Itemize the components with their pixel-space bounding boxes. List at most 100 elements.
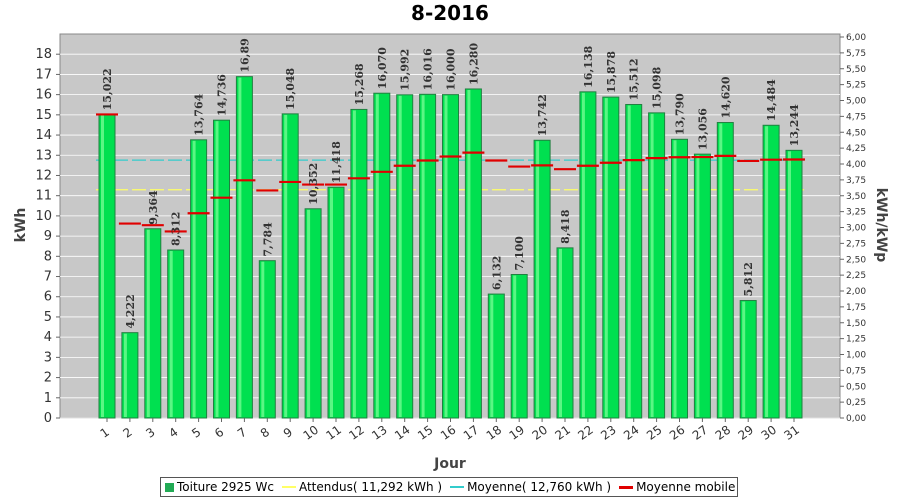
y-tick-label: 11	[35, 189, 52, 204]
bar-highlight	[536, 141, 540, 417]
bar-highlight	[215, 121, 219, 418]
bar	[716, 122, 734, 419]
bar-highlight	[650, 113, 654, 417]
bar-value-label: 15,098	[651, 66, 664, 108]
x-tick-label: 16	[438, 423, 459, 443]
bar-value-label: 5,812	[742, 262, 755, 296]
y-tick-label: 10	[35, 209, 52, 224]
y-tick-label: 2	[44, 371, 52, 386]
bar	[693, 153, 711, 419]
bar-highlight	[398, 95, 402, 417]
bar-highlight	[238, 77, 242, 417]
bar-highlight	[261, 261, 265, 417]
x-tick-label: 10	[301, 423, 322, 443]
bar-highlight	[101, 115, 104, 418]
bar-value-label: 14,736	[216, 74, 229, 116]
x-tick-label: 17	[461, 423, 482, 443]
bar-highlight	[352, 110, 356, 417]
y-right-tick-label: 6,00	[846, 33, 866, 43]
y-right-tick-label: 5,75	[846, 49, 866, 59]
bar-highlight	[765, 126, 769, 417]
x-tick-label: 19	[507, 423, 528, 443]
bar-highlight	[330, 188, 333, 417]
y-right-tick-label: 2,75	[846, 239, 866, 249]
bar-value-label: 16,016	[422, 48, 435, 90]
bar	[487, 293, 505, 419]
y-tick-label: 4	[44, 330, 52, 345]
x-tick-label: 11	[323, 423, 344, 443]
x-tick-label: 12	[346, 423, 367, 443]
y-right-tick-label: 1,00	[846, 351, 866, 361]
bar-value-label: 13,742	[536, 94, 549, 136]
x-tick-label: 6	[212, 425, 226, 441]
y-tick-label: 9	[44, 229, 52, 244]
bar-highlight	[444, 95, 448, 417]
bar	[373, 92, 391, 419]
bar	[464, 88, 482, 419]
bar	[671, 138, 688, 419]
y-tick-label: 12	[35, 168, 52, 183]
y-right-tick-label: 0,25	[846, 398, 866, 408]
y-right-tick-label: 3,00	[846, 224, 866, 234]
x-tick-label: 15	[415, 423, 436, 443]
y-right-tick-label: 4,75	[846, 112, 866, 122]
bar	[144, 228, 162, 419]
x-tick-label: 7	[235, 425, 249, 441]
y-right-tick-label: 3,25	[846, 208, 866, 218]
bar-highlight	[192, 140, 196, 417]
legend-swatch-moyenne	[450, 486, 465, 488]
y-tick-label: 17	[35, 67, 52, 82]
y-right-tick-label: 3,50	[846, 192, 866, 202]
bar-highlight	[513, 275, 517, 417]
y-tick-label: 3	[44, 350, 52, 365]
y-tick-label: 0	[44, 411, 52, 426]
bar-value-label: 9,364	[147, 190, 160, 225]
bar	[602, 96, 620, 419]
bar-value-label: 4,222	[124, 294, 137, 328]
bar	[258, 260, 276, 419]
y-right-tick-label: 5,00	[846, 97, 866, 107]
bar-value-label: 14,484	[765, 79, 778, 121]
y-right-tick-label: 2,25	[846, 271, 866, 281]
chart-title: 8-2016	[411, 1, 489, 25]
bar-highlight	[673, 140, 677, 417]
x-tick-label: 30	[759, 423, 780, 443]
y-right-tick-label: 0,75	[846, 366, 866, 376]
bar-value-label: 16,138	[582, 45, 595, 87]
bar	[510, 274, 528, 419]
y-right-tick-label: 2,50	[846, 255, 866, 265]
bar-highlight	[559, 248, 562, 417]
bar	[121, 332, 139, 419]
x-tick-label: 26	[667, 423, 688, 443]
bar	[739, 300, 757, 419]
y-right-tick-label: 2,00	[846, 287, 866, 297]
bar	[327, 186, 345, 419]
bar	[579, 91, 597, 419]
bar-value-label: 15,992	[399, 49, 412, 91]
y-tick-label: 1	[44, 391, 52, 406]
y-tick-label: 13	[35, 148, 52, 163]
bar	[167, 249, 185, 419]
bar-value-label: 8,312	[170, 212, 183, 246]
x-tick-label: 24	[621, 423, 642, 443]
bar	[533, 139, 551, 419]
y-tick-label: 7	[44, 270, 52, 285]
bar-highlight	[307, 209, 311, 417]
bar-highlight	[421, 95, 425, 417]
bar-highlight	[169, 251, 173, 417]
legend: Toiture 2925 Wc Attendus( 11,292 kWh ) M…	[160, 477, 738, 497]
bar	[213, 119, 230, 419]
bar-highlight	[284, 114, 288, 417]
bar-highlight	[696, 155, 700, 418]
bar-value-label: 15,022	[101, 68, 114, 110]
y-right-tick-label: 4,00	[846, 160, 866, 170]
legend-item-toiture: Toiture 2925 Wc	[165, 480, 274, 494]
legend-label-attendus: Attendus( 11,292 kWh )	[298, 480, 443, 494]
x-tick-label: 1	[98, 425, 112, 441]
x-tick-label: 13	[369, 423, 390, 443]
y-tick-label: 16	[35, 88, 52, 103]
bar-value-label: 16,070	[376, 47, 389, 89]
y-tick-label: 5	[44, 310, 52, 325]
bar-highlight	[627, 105, 631, 417]
legend-swatch-moyenne-mobile	[619, 485, 634, 489]
